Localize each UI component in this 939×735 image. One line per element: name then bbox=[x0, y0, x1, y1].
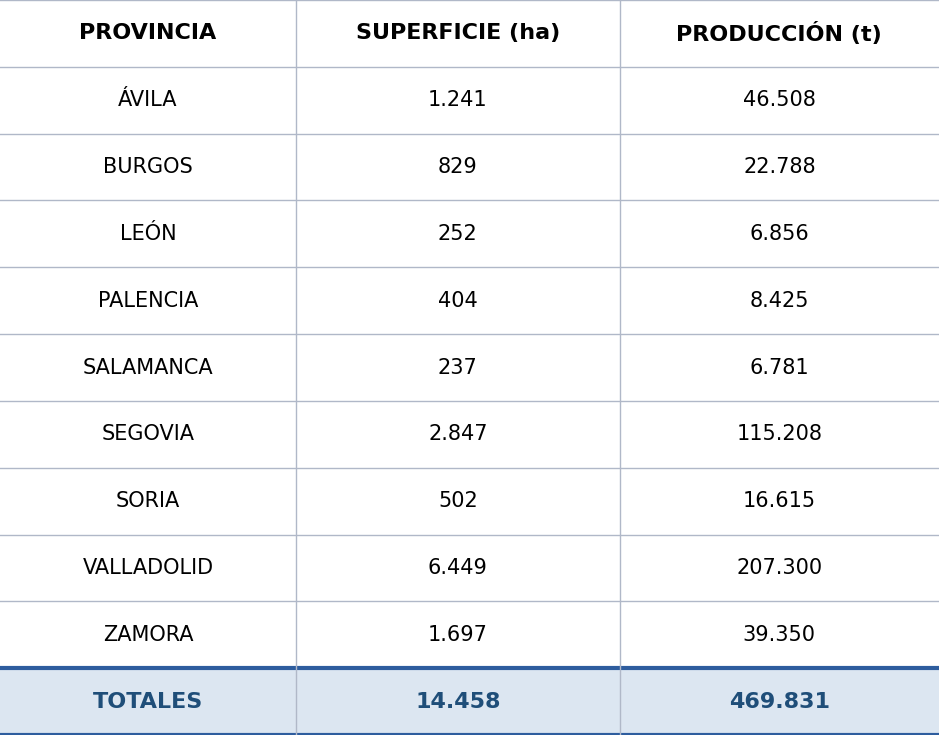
Text: PROVINCIA: PROVINCIA bbox=[79, 24, 217, 43]
Text: ZAMORA: ZAMORA bbox=[102, 625, 193, 645]
Bar bbox=[0, 668, 296, 735]
Text: 237: 237 bbox=[438, 357, 478, 378]
Bar bbox=[620, 134, 939, 201]
Bar bbox=[620, 601, 939, 668]
Text: 1.241: 1.241 bbox=[428, 90, 487, 110]
Bar bbox=[620, 67, 939, 134]
Bar bbox=[0, 534, 296, 601]
Bar bbox=[296, 201, 620, 268]
Text: 8.425: 8.425 bbox=[749, 290, 809, 311]
Text: PALENCIA: PALENCIA bbox=[98, 290, 198, 311]
Bar bbox=[296, 467, 620, 534]
Text: SUPERFICIE (ha): SUPERFICIE (ha) bbox=[356, 24, 560, 43]
Text: 1.697: 1.697 bbox=[428, 625, 487, 645]
Text: 46.508: 46.508 bbox=[743, 90, 816, 110]
Text: 404: 404 bbox=[438, 290, 478, 311]
Text: 6.781: 6.781 bbox=[749, 357, 809, 378]
Bar bbox=[620, 534, 939, 601]
Bar bbox=[296, 268, 620, 334]
Text: 2.847: 2.847 bbox=[428, 424, 487, 445]
Bar bbox=[620, 467, 939, 534]
Text: TOTALES: TOTALES bbox=[93, 692, 203, 711]
Text: VALLADOLID: VALLADOLID bbox=[83, 558, 213, 578]
Text: 469.831: 469.831 bbox=[729, 692, 830, 711]
Bar bbox=[0, 601, 296, 668]
Bar bbox=[296, 601, 620, 668]
Text: 252: 252 bbox=[438, 224, 478, 244]
Bar bbox=[0, 134, 296, 201]
Bar bbox=[296, 67, 620, 134]
Text: 16.615: 16.615 bbox=[743, 491, 816, 511]
Bar bbox=[296, 0, 620, 67]
Text: BURGOS: BURGOS bbox=[103, 157, 192, 177]
Bar bbox=[620, 268, 939, 334]
Bar bbox=[296, 334, 620, 401]
Text: 115.208: 115.208 bbox=[736, 424, 823, 445]
Bar bbox=[0, 401, 296, 467]
Bar bbox=[0, 67, 296, 134]
Text: 39.350: 39.350 bbox=[743, 625, 816, 645]
Bar bbox=[296, 534, 620, 601]
Text: ÁVILA: ÁVILA bbox=[118, 90, 177, 110]
Bar bbox=[296, 401, 620, 467]
Text: 6.856: 6.856 bbox=[749, 224, 809, 244]
Bar bbox=[620, 401, 939, 467]
Text: SORIA: SORIA bbox=[115, 491, 180, 511]
Bar bbox=[0, 334, 296, 401]
Text: LEÓN: LEÓN bbox=[119, 224, 177, 244]
Text: SEGOVIA: SEGOVIA bbox=[101, 424, 194, 445]
Bar bbox=[0, 268, 296, 334]
Bar bbox=[296, 134, 620, 201]
Bar bbox=[0, 0, 296, 67]
Text: 6.449: 6.449 bbox=[428, 558, 487, 578]
Bar bbox=[620, 334, 939, 401]
Text: 502: 502 bbox=[438, 491, 478, 511]
Bar bbox=[620, 0, 939, 67]
Bar bbox=[0, 201, 296, 268]
Bar bbox=[620, 668, 939, 735]
Text: PRODUCCIÓN (t): PRODUCCIÓN (t) bbox=[676, 22, 883, 45]
Bar bbox=[620, 201, 939, 268]
Text: SALAMANCA: SALAMANCA bbox=[83, 357, 213, 378]
Text: 207.300: 207.300 bbox=[736, 558, 823, 578]
Text: 14.458: 14.458 bbox=[415, 692, 500, 711]
Bar bbox=[0, 467, 296, 534]
Text: 22.788: 22.788 bbox=[743, 157, 816, 177]
Bar bbox=[296, 668, 620, 735]
Text: 829: 829 bbox=[438, 157, 478, 177]
